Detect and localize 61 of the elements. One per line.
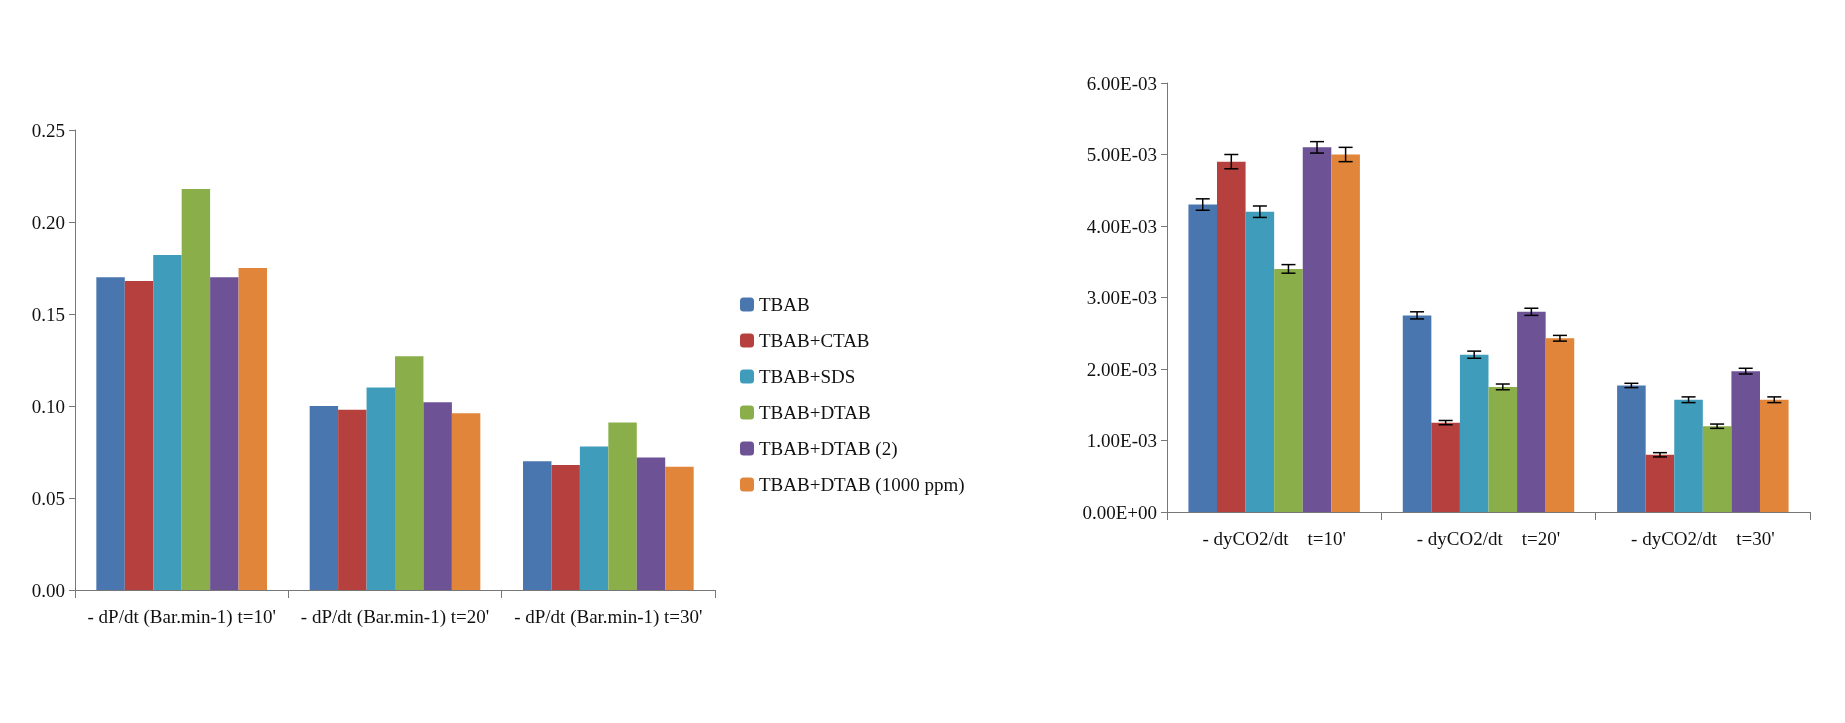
bar	[608, 422, 637, 590]
bar	[338, 409, 367, 590]
y-tick-label: 0.10	[31, 395, 65, 417]
y-tick-label: 0.00	[31, 579, 65, 601]
bar	[96, 277, 125, 590]
x-tick-label: - dyCO2/dt t=20'	[1416, 527, 1561, 549]
bar	[523, 461, 552, 590]
bar	[1331, 154, 1360, 512]
legend-label: TBAB+SDS	[759, 366, 856, 387]
bar	[1188, 204, 1218, 512]
legend-label: TBAB	[759, 294, 810, 315]
y-tick-label: 0.05	[31, 487, 65, 509]
bar	[1617, 385, 1646, 512]
legend-label: TBAB+DTAB (2)	[759, 438, 898, 460]
bar	[181, 188, 211, 590]
legend-label: TBAB+DTAB	[759, 402, 871, 423]
bar	[1645, 454, 1675, 512]
legend-label: TBAB+CTAB	[759, 330, 870, 351]
bar	[1488, 386, 1518, 512]
bar	[665, 466, 694, 590]
bar	[1759, 399, 1789, 512]
bar	[153, 255, 182, 590]
bar	[1545, 338, 1575, 512]
y-tick-label: 6.00E-03	[1086, 72, 1157, 94]
x-tick-label: - dyCO2/dt t=10'	[1202, 527, 1346, 549]
bar	[1731, 371, 1760, 512]
bar	[1702, 426, 1732, 512]
bar	[1402, 315, 1432, 512]
x-tick-label: - dP/dt (Bar.min-1) t=20'	[300, 605, 490, 628]
legend-label: TBAB+DTAB (1000 ppm)	[759, 474, 965, 496]
bar	[451, 413, 481, 590]
bar	[579, 446, 609, 590]
x-tick-label: - dyCO2/dt t=30'	[1631, 527, 1775, 549]
y-tick-label: 4.00E-03	[1086, 215, 1157, 237]
bar	[395, 356, 424, 590]
bar	[551, 464, 580, 590]
bar	[1245, 211, 1275, 512]
bar	[636, 457, 666, 590]
bar	[366, 387, 395, 590]
bar	[1674, 399, 1703, 512]
bar	[1217, 161, 1246, 512]
bar	[1459, 354, 1489, 512]
bar	[423, 402, 452, 590]
y-tick-label: 5.00E-03	[1086, 144, 1157, 165]
bar	[1431, 422, 1460, 512]
bar	[1274, 268, 1303, 512]
y-tick-label: 0.15	[31, 303, 65, 325]
bar	[124, 280, 154, 590]
y-tick-label: 0.00E+00	[1082, 501, 1157, 523]
bar	[1517, 311, 1546, 512]
bar	[1302, 147, 1332, 512]
x-tick-label: - dP/dt (Bar.min-1) t=30'	[514, 605, 703, 628]
x-tick-label: - dP/dt (Bar.min-1) t=10'	[87, 605, 276, 628]
bar	[238, 268, 267, 590]
y-tick-label: 0.20	[31, 211, 65, 233]
y-tick-label: 1.00E-03	[1086, 430, 1157, 451]
bar	[309, 406, 339, 590]
bar	[210, 277, 239, 590]
y-tick-label: 3.00E-03	[1086, 287, 1157, 308]
y-tick-label: 0.25	[31, 119, 65, 141]
y-tick-label: 2.00E-03	[1086, 358, 1157, 380]
